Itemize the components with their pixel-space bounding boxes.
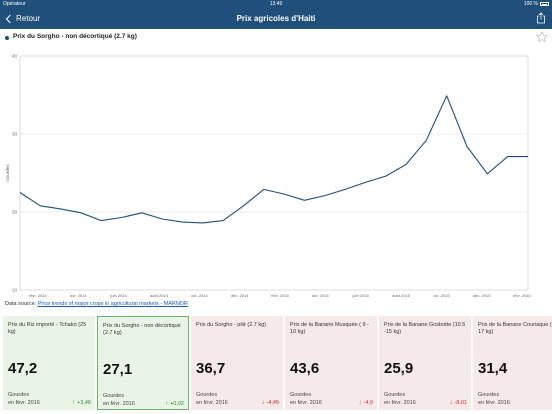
x-tick-label: avr. 2015 [312,293,329,298]
card-name: Prix du Riz importé - Tchako (25 kg) [8,322,87,336]
data-source: Data source: Price trends of major crops… [5,301,188,307]
x-tick-label: avr. 2014 [70,293,87,298]
status-time: 13:49 [269,1,283,7]
price-card[interactable]: Prix de la Banane Couriaque ( - 17 kg) 31… [473,316,552,410]
y-tick-label: 30 [12,132,18,137]
card-value: 47,2 [8,360,38,377]
series-dot-icon [5,36,9,40]
x-tick-label: août 2015 [392,293,411,298]
card-name: Prix du Sorgho - non décortiqué (2.7 kg) [103,323,181,337]
card-value: 27,1 [103,361,133,378]
card-value: 31,4 [478,360,508,377]
card-value: 36,7 [196,360,226,377]
card-unit: Gourdes [478,392,500,398]
price-line-chart: 10 20 30 40 Gourdes févr. 2014 avr. 2014 juin 2… [5,54,532,299]
carrier-label: Opérateur [3,1,26,7]
data-source-link[interactable]: Price trends of major crops in agricultu… [37,301,188,307]
card-change: ↓ -4,45 [261,400,279,406]
battery-label: 100 % [523,1,538,7]
price-cards: Prix du Riz importé - Tchako (25 kg) 47,2… [3,316,552,410]
y-axis-label: Gourdes [5,164,10,182]
x-tick-label: oct. 2014 [191,293,208,298]
price-card[interactable]: Prix de la Banane Musquée ( 9 - 10 kg) 43… [285,316,377,410]
card-unit: Gourdes [290,392,312,398]
trend-arrow-icon: ↓ [449,400,453,406]
price-card[interactable]: Prix du Sorgho - pilé (2.7 kg) 36,7 Gourde… [191,316,283,410]
card-date: en févr. 2016 [103,401,135,407]
plot-frame [19,55,529,291]
share-icon[interactable] [536,12,546,24]
series-line [19,95,528,224]
card-change: ↓ -4,9 [359,400,373,406]
card-unit: Gourdes [8,392,30,398]
card-date: en févr. 2016 [478,400,510,406]
card-value: 43,6 [290,360,320,377]
card-change-value: +3,46 [77,400,91,406]
data-source-prefix: Data source: [5,301,37,307]
price-card[interactable]: Prix de la Banane Gosbotte (10.5 -15 kg)… [379,316,471,410]
x-tick-label: août 2014 [150,293,169,298]
card-change: ↑ +3,46 [72,400,91,406]
price-card[interactable]: Prix du Sorgho - non décortiqué (2.7 kg)… [97,316,189,410]
back-label: Retour [16,14,41,23]
battery-icon [540,2,549,6]
x-tick-label: févr. 2016 [513,293,531,298]
trend-arrow-icon: ↓ [358,400,362,406]
card-unit: Gourdes [196,392,218,398]
x-tick-label: juin 2015 [352,293,370,298]
navigation-bar: Retour Prix agricoles d'Haiti [0,8,552,29]
status-bar: Opérateur 13:49 100 % [0,0,552,8]
card-date: en févr. 2016 [8,400,40,406]
card-name: Prix de la Banane Gosbotte (10.5 -15 kg) [384,322,466,336]
star-icon[interactable] [536,31,548,43]
card-unit: Gourdes [384,392,406,398]
card-name: Prix de la Banane Musquée ( 9 - 10 kg) [290,322,369,336]
back-button[interactable]: Retour [4,11,40,26]
trend-arrow-icon: ↓ [261,400,265,406]
x-tick-label: déc. 2014 [231,293,249,298]
trend-arrow-icon: ↑ [165,401,169,407]
card-change: ↑ +0,02 [165,401,184,407]
x-tick-label: févr. 2014 [29,293,47,298]
chart-title: Prix du Sorgho - non décortiqué (2.7 kg) [13,33,137,40]
price-card[interactable]: Prix du Riz importé - Tchako (25 kg) 47,2… [3,316,95,410]
x-tick-label: févr. 2015 [271,293,289,298]
card-change-value: -4,45 [266,400,279,406]
trend-arrow-icon: ↑ [72,400,76,406]
x-tick-label: oct. 2015 [433,293,450,298]
y-tick-label: 40 [12,54,18,59]
x-tick-label: juin 2014 [110,293,128,298]
card-change: ↓ -8,01 [449,400,467,406]
card-unit: Gourdes [103,393,125,399]
page-title: Prix agricoles d'Haiti [236,14,316,23]
chart-header: Prix du Sorgho - non décortiqué (2.7 kg) [0,29,552,47]
y-tick-label: 20 [12,210,18,215]
card-name: Prix de la Banane Couriaque ( - 17 kg) [478,322,552,336]
card-date: en févr. 2016 [384,400,416,406]
card-value: 25,9 [384,360,414,377]
card-date: en févr. 2016 [290,400,322,406]
card-change-value: -4,9 [363,400,373,406]
y-tick-label: 10 [12,288,18,293]
card-date: en févr. 2016 [196,400,228,406]
card-name: Prix du Sorgho - pilé (2.7 kg) [196,322,267,328]
card-change-value: +0,02 [170,401,184,407]
card-change-value: -8,01 [454,400,467,406]
x-tick-label: déc. 2015 [473,293,491,298]
